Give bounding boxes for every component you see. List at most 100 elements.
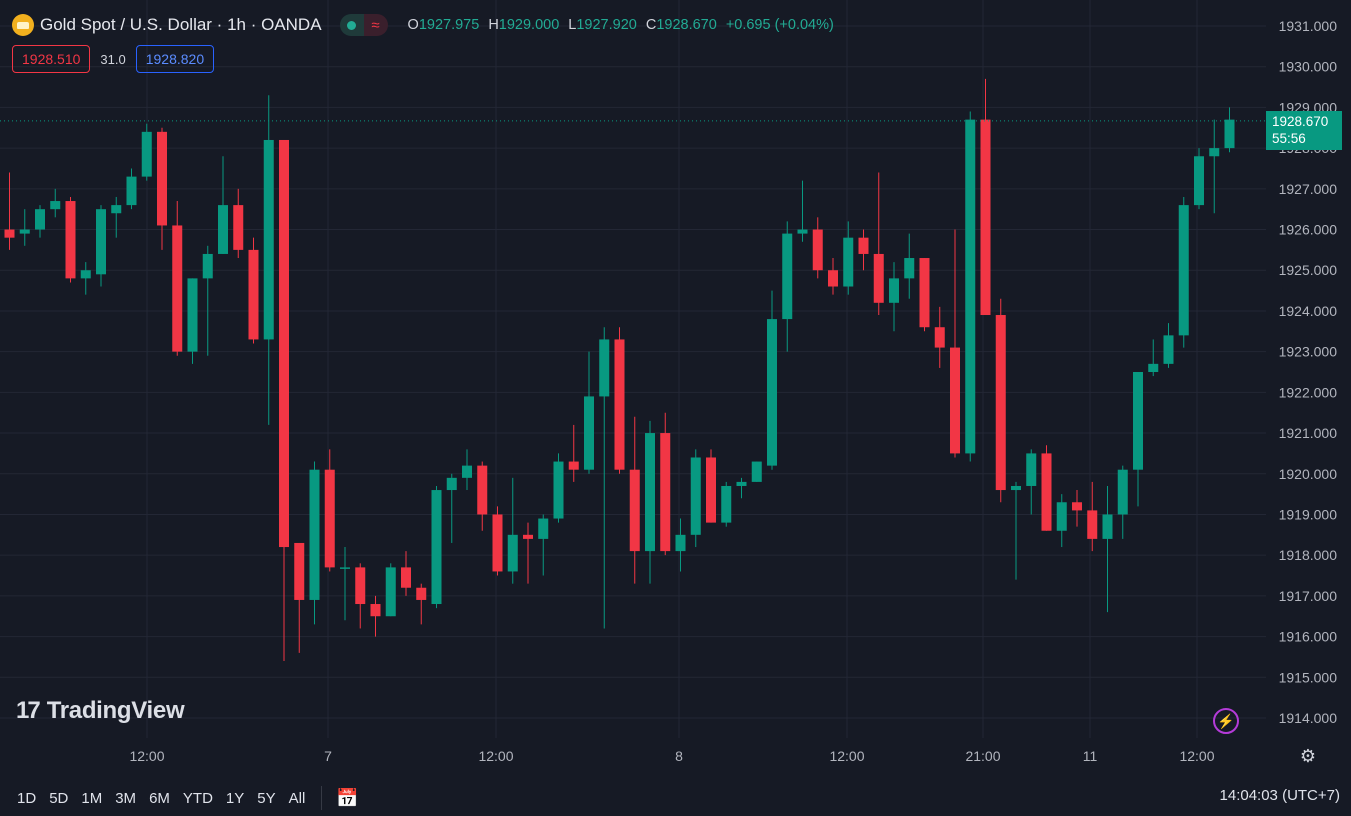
wave-icon[interactable]: ≈ — [363, 14, 388, 36]
candle-body — [1148, 363, 1159, 372]
candle-body — [797, 229, 808, 234]
candle-body — [263, 139, 274, 340]
candle-body — [141, 131, 152, 177]
candle-body — [675, 534, 686, 552]
x-axis-label: 12:00 — [829, 748, 864, 764]
range-1d[interactable]: 1D — [17, 789, 37, 807]
tradingview-logo[interactable]: 17 TradingView — [16, 697, 185, 725]
candle-body — [50, 201, 61, 210]
range-ytd[interactable]: YTD — [182, 789, 213, 807]
candle-body — [1087, 510, 1098, 539]
y-axis-label: 1916.000 — [1279, 629, 1338, 645]
candle-body — [1194, 156, 1204, 206]
candle-body — [157, 131, 167, 226]
change-value: +0.695 (+0.04%) — [725, 17, 834, 33]
tradingview-mark-icon: 17 — [16, 697, 41, 724]
buy-button[interactable]: 1928.820 — [135, 45, 215, 73]
range-selector: 1D 5D 1M 3M 6M YTD 1Y 5Y All — [12, 790, 313, 807]
y-axis-label: 1927.000 — [1279, 181, 1338, 197]
candle-body — [248, 249, 259, 340]
candle-body — [416, 587, 427, 600]
candle-body — [355, 567, 366, 605]
candle-body — [950, 347, 960, 454]
candle-body — [599, 339, 610, 397]
candle-body — [401, 567, 411, 588]
sell-button[interactable]: 1928.510 — [12, 45, 91, 73]
candle-body — [767, 319, 777, 466]
bar-countdown: 55:56 — [1272, 131, 1306, 146]
x-axis-label: 21:00 — [965, 748, 1000, 764]
y-axis-label: 1920.000 — [1279, 466, 1338, 482]
y-axis-label: 1924.000 — [1279, 303, 1338, 319]
candle-body — [1026, 453, 1037, 486]
y-axis-label: 1921.000 — [1279, 425, 1338, 441]
go-to-date-icon[interactable]: 📅 — [336, 787, 359, 808]
quote-panel: 1928.510 31.0 1928.820 — [12, 45, 215, 73]
candle-body — [111, 205, 122, 214]
x-axis-label: 12:00 — [1179, 748, 1214, 764]
candle-body — [690, 457, 701, 535]
candle-body — [965, 119, 976, 454]
candle-body — [706, 457, 716, 523]
divider — [321, 786, 323, 810]
candle-body — [477, 465, 488, 515]
candle-body — [1056, 502, 1067, 531]
candle-body — [614, 339, 625, 470]
range-all[interactable]: All — [288, 789, 306, 807]
candle-body — [995, 315, 1006, 491]
candle-body — [187, 278, 198, 352]
range-1y[interactable]: 1Y — [225, 789, 245, 807]
candle-body — [96, 209, 106, 275]
last-price-value: 1928.670 — [1272, 114, 1329, 129]
candle-body — [553, 461, 564, 519]
candle-body — [233, 205, 244, 250]
spread-value: 31.0 — [100, 51, 126, 67]
settings-icon[interactable]: ⚙ — [1299, 745, 1317, 766]
candle-body — [218, 205, 228, 254]
candle-body — [80, 270, 91, 279]
clock-timezone[interactable]: 14:04:03 (UTC+7) — [1219, 787, 1340, 804]
x-axis-label: 7 — [324, 748, 332, 764]
gold-coin-icon — [12, 14, 34, 36]
range-5d[interactable]: 5D — [49, 789, 69, 807]
candle-body — [309, 469, 320, 600]
candle-body — [523, 534, 533, 539]
candle-body — [828, 270, 838, 287]
candle-body — [1209, 148, 1220, 157]
open-value: 1927.975 — [418, 17, 480, 33]
candle-body — [340, 567, 350, 569]
candle-body — [126, 176, 137, 206]
candle-body — [843, 237, 854, 287]
x-axis-label: 8 — [675, 748, 683, 764]
symbol-title[interactable]: Gold Spot / U.S. Dollar · 1h · OANDA — [40, 15, 322, 34]
candle-body — [751, 461, 762, 482]
y-axis-label: 1922.000 — [1279, 384, 1338, 400]
candle-body — [172, 225, 183, 352]
last-price-tag: 1928.670 55:56 — [1266, 111, 1342, 150]
dot-icon[interactable] — [339, 14, 364, 36]
candle-body — [1117, 469, 1128, 515]
candle-body — [385, 567, 396, 617]
candle-body — [1163, 335, 1174, 364]
candle-body — [294, 542, 305, 600]
y-axis-label: 1914.000 — [1279, 710, 1338, 726]
candle-body — [202, 253, 213, 279]
candle-body — [980, 119, 991, 316]
range-3m[interactable]: 3M — [115, 789, 137, 807]
candle-body — [4, 229, 15, 238]
candle-body — [873, 253, 884, 303]
candle-body — [782, 233, 793, 320]
candle-body — [645, 433, 655, 552]
lightning-icon[interactable]: ⚡ — [1213, 708, 1239, 734]
range-5y[interactable]: 5Y — [257, 789, 276, 807]
indicator-toggle[interactable]: ≈ — [339, 14, 388, 36]
candle-body — [858, 237, 869, 254]
y-axis-label: 1915.000 — [1279, 669, 1338, 685]
candle-body — [65, 201, 76, 279]
range-6m[interactable]: 6M — [149, 789, 170, 807]
candle-body — [462, 465, 472, 478]
candle-body — [1072, 502, 1082, 511]
candle-body — [35, 209, 45, 230]
range-1m[interactable]: 1M — [81, 789, 103, 807]
price-chart[interactable]: 1931.0001930.0001929.0001928.0001927.000… — [0, 0, 1351, 780]
